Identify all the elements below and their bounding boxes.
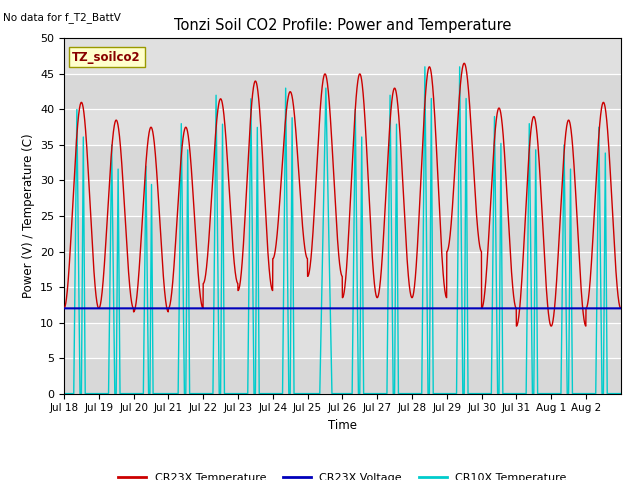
Bar: [64, 287, 621, 323]
Bar: [64, 74, 621, 109]
Bar: [64, 109, 621, 145]
Bar: [64, 145, 621, 180]
Legend: CR23X Temperature, CR23X Voltage, CR10X Temperature: CR23X Temperature, CR23X Voltage, CR10X …: [113, 468, 572, 480]
Text: TZ_soilco2: TZ_soilco2: [72, 51, 141, 64]
Bar: [64, 38, 621, 74]
Bar: [64, 358, 621, 394]
Bar: [64, 180, 621, 216]
Y-axis label: Power (V) / Temperature (C): Power (V) / Temperature (C): [22, 134, 35, 298]
Bar: [64, 323, 621, 358]
Title: Tonzi Soil CO2 Profile: Power and Temperature: Tonzi Soil CO2 Profile: Power and Temper…: [173, 18, 511, 33]
Bar: [64, 216, 621, 252]
X-axis label: Time: Time: [328, 419, 357, 432]
Text: No data for f_T2_BattV: No data for f_T2_BattV: [3, 12, 121, 23]
Bar: [64, 252, 621, 287]
